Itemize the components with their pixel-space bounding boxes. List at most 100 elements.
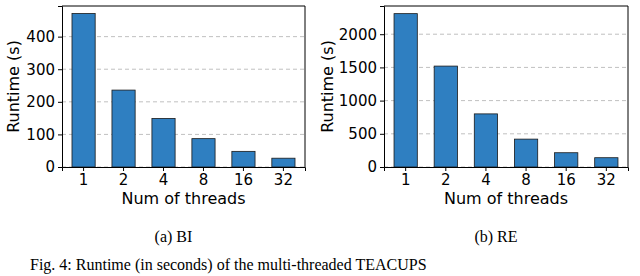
grid [62, 37, 305, 167]
tick-mark [58, 167, 62, 168]
y-axis: 0 100 200 300 400 [26, 7, 62, 177]
tick-mark [380, 134, 384, 135]
grid-line [62, 36, 305, 37]
tick-label: 4 [159, 171, 169, 189]
tick: 4 [159, 167, 169, 189]
tick-label: 32 [597, 171, 616, 189]
tick-label: 32 [274, 171, 293, 189]
tick-label: 8 [199, 171, 209, 189]
bar [555, 153, 578, 167]
y-axis: 0 500 1000 1500 2000 [339, 7, 385, 177]
tick-mark [58, 134, 62, 135]
tick-label: 0 [367, 158, 377, 176]
tick-label: 0 [45, 158, 55, 176]
tick-label: 1 [401, 171, 411, 189]
grid-line [62, 69, 305, 70]
bar [514, 139, 537, 167]
bars [394, 14, 618, 167]
tick: 2 [119, 167, 129, 189]
tick: 8 [521, 167, 531, 189]
tick-label: 100 [26, 126, 55, 144]
bar [595, 158, 618, 167]
tick: 2000 [339, 26, 384, 44]
y-axis-title: Runtime (s) [318, 40, 337, 133]
x-axis: 1 2 4 8 16 32 [63, 167, 306, 189]
bars [72, 13, 295, 167]
grid-line [384, 133, 628, 134]
tick-label: 16 [234, 171, 253, 189]
axis-line [58, 7, 63, 168]
bar [152, 118, 175, 167]
bar [394, 14, 417, 167]
tick-mark [58, 69, 62, 70]
tick: 4 [481, 167, 491, 189]
tick-mark [58, 102, 62, 103]
chart: 0 500 1000 1500 2000 1 2 4 8 16 32 Runtime (s) Num o… [318, 6, 629, 246]
subplot-title: (b) RE [474, 228, 517, 246]
x-axis-title: Num of threads [444, 189, 568, 208]
chart: 0 100 200 300 400 1 2 4 8 16 32 Runtime (s) Num of t… [4, 6, 306, 246]
tick: 1500 [339, 59, 384, 77]
tick-label: 1500 [339, 59, 377, 77]
axis-line [385, 168, 629, 172]
tick-label: 2000 [339, 26, 377, 44]
tick-label: 16 [557, 171, 576, 189]
tick: 100 [26, 126, 62, 144]
tick: 1000 [339, 92, 384, 110]
tick-mark [380, 67, 384, 68]
tick: 0 [45, 158, 62, 176]
grid [384, 34, 628, 167]
figure-caption: Fig. 4: Runtime (in seconds) of the mult… [30, 256, 427, 274]
grid-line [384, 100, 628, 101]
tick-mark [380, 167, 384, 168]
grid-line [384, 34, 628, 35]
frame [384, 6, 628, 7]
frame [305, 6, 306, 167]
tick: 200 [26, 93, 62, 111]
tick: 16 [234, 167, 253, 189]
bar [192, 139, 215, 167]
bar [474, 114, 497, 167]
tick-label: 400 [26, 28, 55, 46]
tick: 1 [79, 167, 89, 189]
tick-label: 500 [348, 125, 377, 143]
grid-line [384, 67, 628, 68]
tick-label: 1000 [339, 92, 377, 110]
tick-label: 2 [119, 171, 129, 189]
tick-label: 300 [26, 61, 55, 79]
tick: 8 [199, 167, 209, 189]
x-axis: 1 2 4 8 16 32 [385, 167, 629, 189]
bar [272, 158, 295, 167]
bar [112, 90, 135, 167]
tick: 2 [441, 167, 451, 189]
tick: 32 [597, 167, 616, 189]
tick: 0 [367, 158, 384, 176]
tick-label: 4 [481, 171, 491, 189]
tick: 32 [274, 167, 293, 189]
axis-line [380, 7, 385, 168]
bar [434, 66, 457, 167]
bar [72, 13, 95, 167]
subplot-title: (a) BI [155, 228, 193, 246]
tick-mark [58, 37, 62, 38]
figure: 0 100 200 300 400 1 2 4 8 16 32 Runtime (s) Num of t… [0, 0, 640, 276]
tick-mark [380, 101, 384, 102]
grid-line [62, 101, 305, 102]
tick: 300 [26, 61, 62, 79]
tick-label: 1 [79, 171, 89, 189]
tick: 500 [348, 125, 384, 143]
y-axis-title: Runtime (s) [4, 40, 23, 133]
frame [628, 6, 629, 167]
tick-label: 200 [26, 93, 55, 111]
x-axis-title: Num of threads [121, 189, 245, 208]
tick-label: 2 [441, 171, 451, 189]
grid-line [62, 134, 305, 135]
tick: 16 [557, 167, 576, 189]
tick: 1 [401, 167, 411, 189]
axis-line [63, 168, 306, 172]
tick-label: 8 [521, 171, 531, 189]
bar [232, 151, 255, 167]
tick: 400 [26, 28, 62, 46]
frame [62, 6, 305, 7]
tick-mark [380, 34, 384, 35]
